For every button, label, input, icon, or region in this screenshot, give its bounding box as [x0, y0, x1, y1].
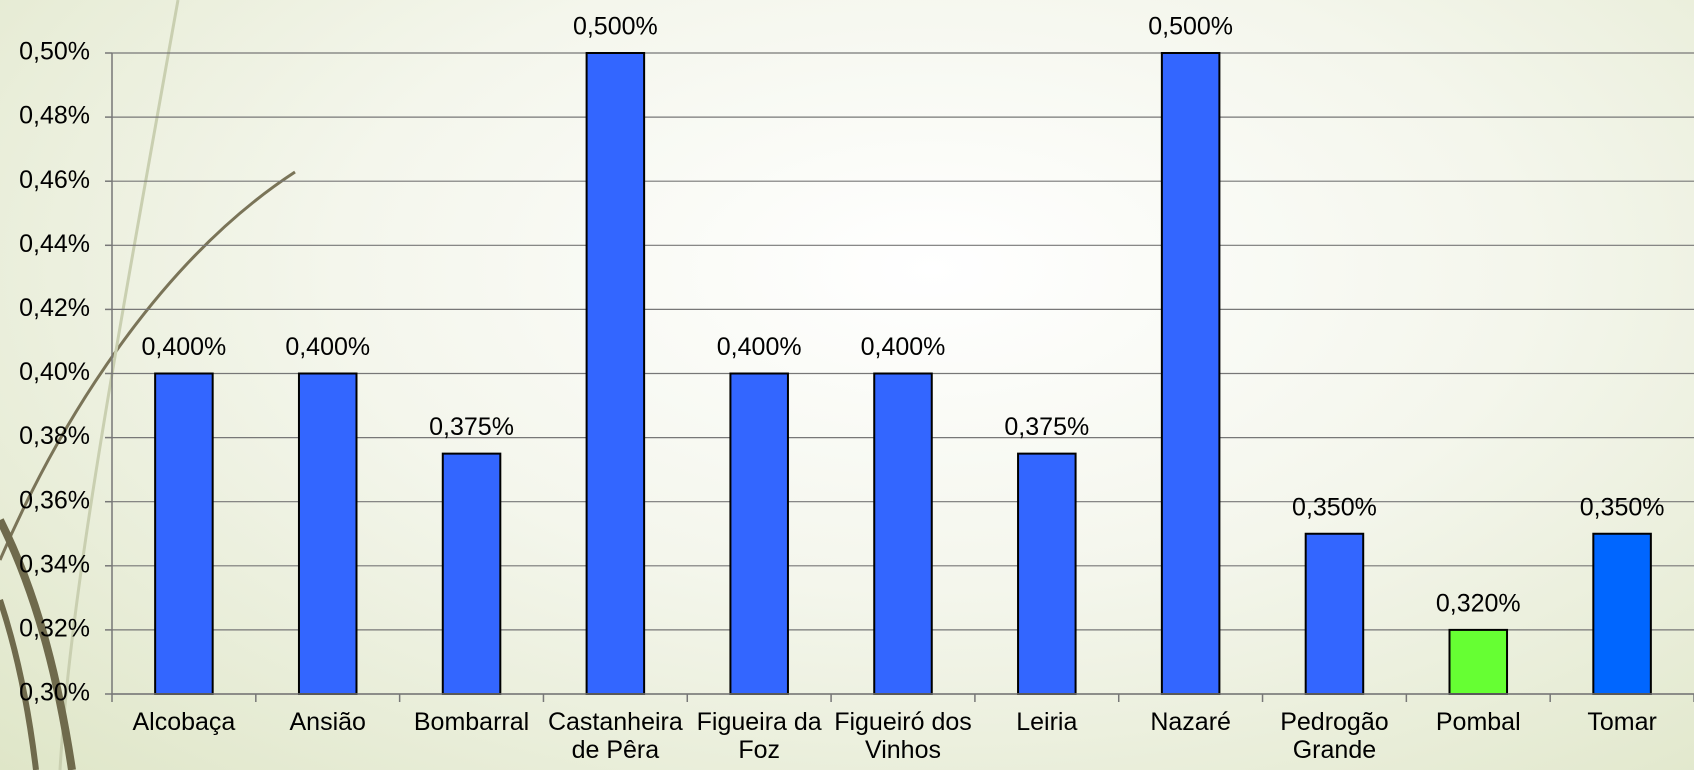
data-label: 0,500%	[573, 13, 658, 41]
data-label: 0,320%	[1436, 590, 1521, 618]
decoration	[0, 170, 296, 561]
data-label: 0,350%	[1292, 493, 1377, 521]
bar	[1304, 532, 1365, 695]
data-label: 0,375%	[1004, 413, 1089, 441]
bar	[297, 372, 358, 695]
bar	[1160, 52, 1221, 695]
data-label: 0,350%	[1580, 493, 1665, 521]
x-tick-label: Pedrogão Grande	[1280, 708, 1389, 764]
y-tick-label: 0,46%	[19, 166, 90, 194]
x-tick-label: Ansião	[289, 708, 366, 736]
decoration	[58, 0, 180, 770]
y-tick-label: 0,40%	[19, 358, 90, 386]
data-label: 0,400%	[861, 333, 946, 361]
x-tick-label: Leiria	[1016, 708, 1078, 736]
bar	[873, 372, 933, 695]
y-tick-label: 0,36%	[19, 486, 90, 514]
x-tick-label: Figueira da Foz	[696, 708, 822, 764]
x-tick-label: Nazaré	[1150, 708, 1231, 736]
decoration	[0, 518, 76, 770]
data-label: 0,500%	[1148, 13, 1233, 41]
x-tick-label: Alcobaça	[132, 708, 236, 736]
bar	[729, 372, 789, 695]
bar	[1448, 628, 1509, 696]
y-tick-label: 0,50%	[19, 38, 90, 66]
bar	[1592, 532, 1652, 695]
data-label: 0,375%	[429, 413, 514, 441]
decoration	[0, 599, 39, 770]
x-tick-label: Pombal	[1435, 708, 1521, 736]
y-tick-label: 0,42%	[19, 294, 90, 322]
y-tick-label: 0,30%	[19, 679, 90, 707]
x-tick-label: Bombarral	[413, 708, 530, 736]
x-tick-label: Tomar	[1587, 708, 1657, 736]
y-tick-label: 0,32%	[19, 615, 90, 643]
bar	[154, 372, 214, 695]
data-label: 0,400%	[142, 333, 227, 361]
y-tick-label: 0,48%	[19, 102, 90, 130]
bar	[585, 52, 646, 695]
bar	[1017, 452, 1077, 695]
bar	[441, 452, 502, 695]
y-tick-label: 0,44%	[19, 230, 90, 258]
x-tick-label: Figueiró dos Vinhos	[834, 708, 972, 764]
x-tick-label: Castanheira de Pêra	[547, 708, 683, 764]
data-label: 0,400%	[285, 333, 370, 361]
data-label: 0,400%	[717, 333, 802, 361]
y-tick-label: 0,38%	[19, 422, 90, 450]
y-tick-label: 0,34%	[19, 550, 90, 578]
